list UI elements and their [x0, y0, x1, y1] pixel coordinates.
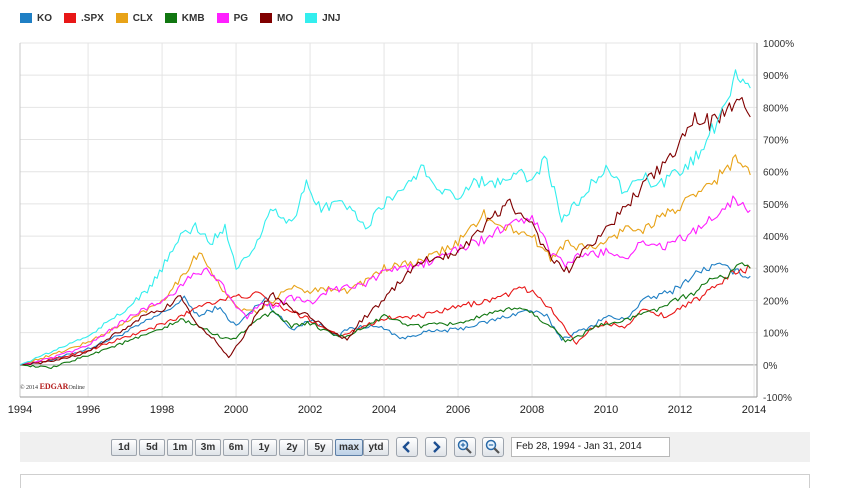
- legend-label: KO: [37, 12, 52, 24]
- x-tick-label: 1996: [76, 404, 100, 416]
- copyright-text: © 2014: [20, 385, 39, 391]
- series-line-kmb: [19, 262, 751, 370]
- x-tick-label: 2014: [742, 404, 766, 416]
- y-tick-label: 0%: [763, 361, 778, 372]
- y-tick-label: -100%: [763, 393, 792, 404]
- legend-label: KMB: [181, 12, 205, 24]
- pan-right-button[interactable]: [425, 437, 447, 457]
- zoom-in-button[interactable]: [454, 437, 476, 457]
- x-tick-label: 2004: [372, 404, 396, 416]
- series-line-jnj: [19, 69, 751, 366]
- y-tick-label: 300%: [763, 264, 789, 275]
- legend-item-jnj[interactable]: JNJ: [305, 12, 341, 24]
- y-tick-label: 400%: [763, 232, 789, 243]
- legend-swatch: [216, 13, 229, 23]
- range-button-2y[interactable]: 2y: [279, 439, 305, 456]
- legend-item-pg[interactable]: PG: [216, 12, 249, 24]
- legend-swatch: [305, 13, 318, 23]
- y-tick-label: 200%: [763, 296, 789, 307]
- arrow-right-icon: [433, 441, 441, 453]
- zoom-out-button[interactable]: [482, 437, 504, 457]
- edgar-online-watermark: © 2014 EDGAROnline: [20, 382, 85, 391]
- legend-item-kmb[interactable]: KMB: [164, 12, 205, 24]
- zoom-in-icon: [457, 439, 472, 454]
- legend-item-spx[interactable]: .SPX: [64, 13, 104, 24]
- x-tick-label: 1998: [150, 404, 174, 416]
- x-tick-label: 2000: [224, 404, 248, 416]
- x-tick-label: 2006: [446, 404, 470, 416]
- x-tick-label: 2012: [668, 404, 692, 416]
- range-button-5d[interactable]: 5d: [139, 439, 165, 456]
- legend-swatch: [20, 13, 32, 23]
- zoom-out-icon: [485, 439, 500, 454]
- bottom-panel: [20, 474, 810, 488]
- range-button-1m[interactable]: 1m: [167, 439, 193, 456]
- range-button-max[interactable]: max: [335, 439, 363, 456]
- y-tick-label: 600%: [763, 168, 789, 179]
- y-tick-label: 800%: [763, 103, 789, 114]
- watermark-suffix: Online: [68, 385, 85, 391]
- chart-legend: KO .SPX CLX KMB PG MO JNJ: [20, 11, 353, 25]
- range-button-5y[interactable]: 5y: [307, 439, 333, 456]
- x-tick-label: 2010: [594, 404, 618, 416]
- range-button-1d[interactable]: 1d: [111, 439, 137, 456]
- legend-swatch: [64, 13, 76, 23]
- series-line-mo: [19, 96, 751, 366]
- legend-label: CLX: [132, 12, 153, 24]
- legend-item-clx[interactable]: CLX: [115, 12, 153, 24]
- series-line-ko: [19, 262, 751, 366]
- x-tick-label: 2002: [298, 404, 322, 416]
- y-tick-label: 900%: [763, 71, 789, 82]
- legend-swatch: [260, 13, 273, 23]
- legend-swatch: [164, 13, 177, 23]
- y-tick-label: 100%: [763, 329, 789, 340]
- x-tick-label: 1994: [8, 404, 32, 416]
- y-tick-label: 1000%: [763, 39, 794, 50]
- date-range-field[interactable]: Feb 28, 1994 - Jan 31, 2014: [511, 437, 670, 457]
- legend-label: PG: [233, 12, 249, 24]
- x-tick-label: 2008: [520, 404, 544, 416]
- range-button-6m[interactable]: 6m: [223, 439, 249, 456]
- series-line-clx: [19, 154, 751, 366]
- chart-toolbar: 1d 5d 1m 3m 6m 1y 2y 5y max ytd Feb 28, 1994 - Ja…: [20, 432, 810, 462]
- range-button-3m[interactable]: 3m: [195, 439, 221, 456]
- legend-item-ko[interactable]: KO: [20, 13, 52, 24]
- range-button-ytd[interactable]: ytd: [363, 439, 389, 456]
- series-line-spx: [19, 264, 751, 366]
- legend-item-mo[interactable]: MO: [260, 13, 293, 24]
- y-tick-label: 700%: [763, 136, 789, 147]
- legend-label: MO: [277, 12, 294, 24]
- legend-swatch: [115, 13, 128, 23]
- legend-label: JNJ: [322, 12, 341, 24]
- range-button-1y[interactable]: 1y: [251, 439, 277, 456]
- series-line-pg: [19, 195, 751, 366]
- legend-label: .SPX: [81, 12, 104, 24]
- arrow-left-icon: [402, 441, 410, 453]
- y-tick-label: 500%: [763, 200, 789, 211]
- watermark-brand: EDGAR: [39, 382, 69, 391]
- pan-left-button[interactable]: [396, 437, 418, 457]
